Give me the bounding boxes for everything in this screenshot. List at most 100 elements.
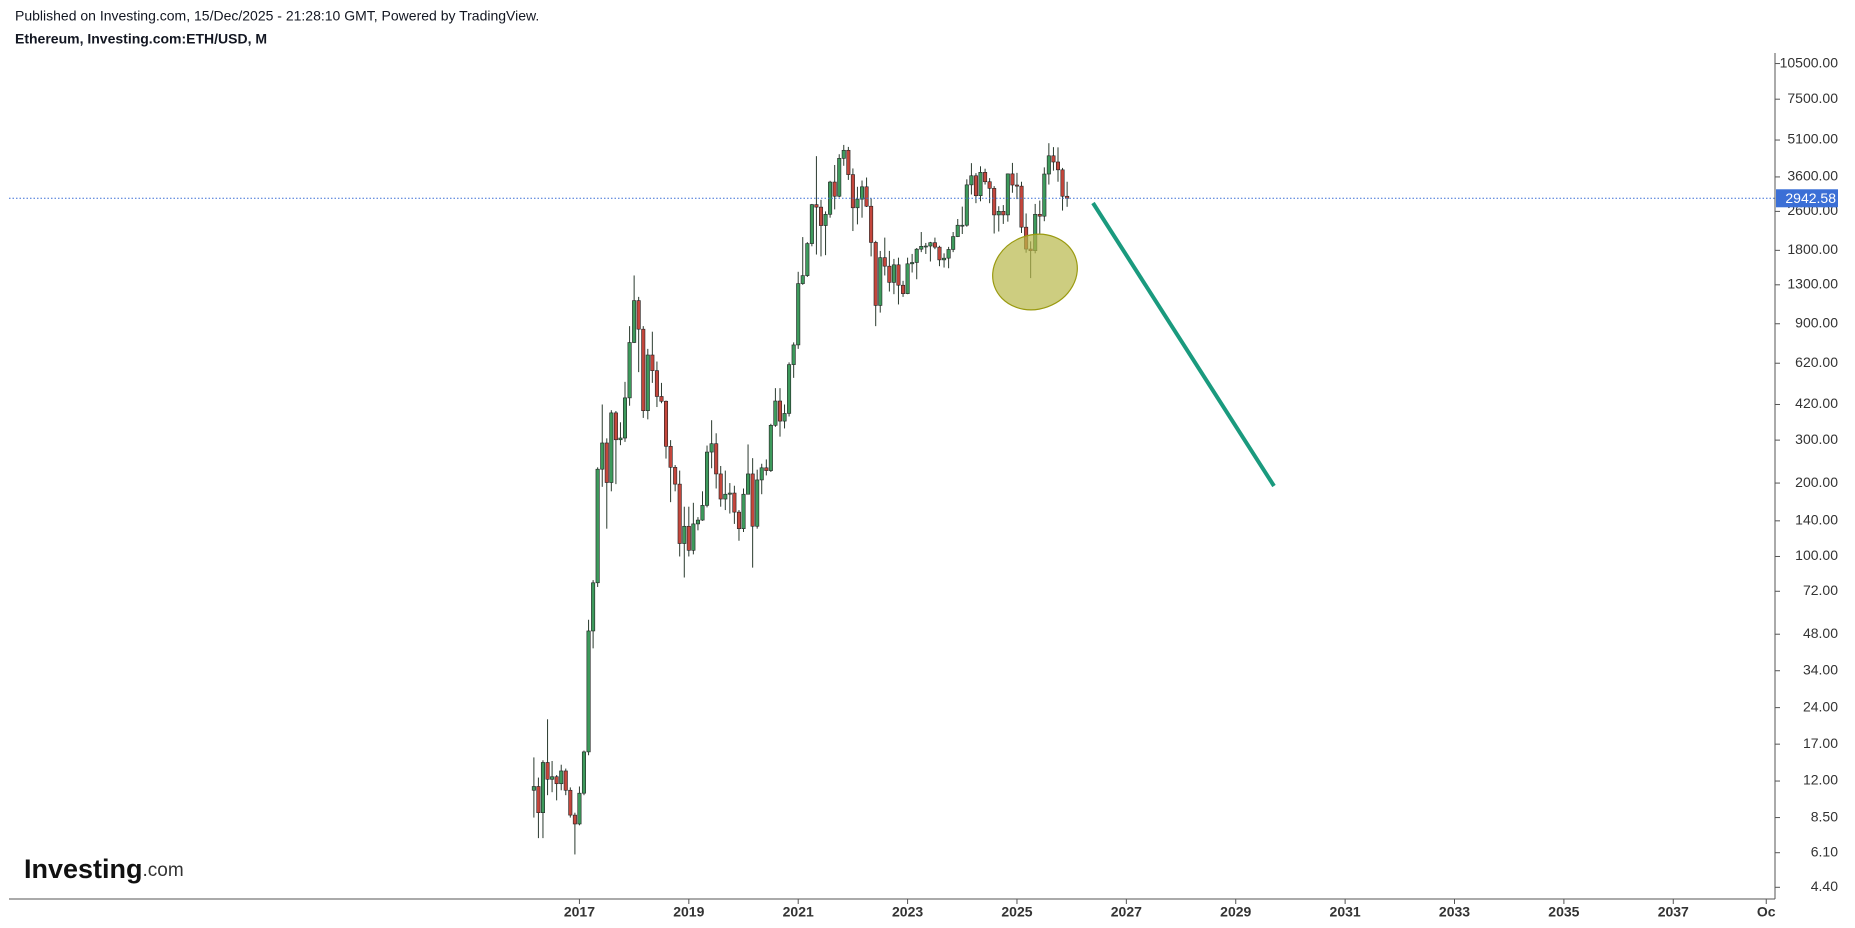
- candle-body: [746, 473, 751, 495]
- candle-body: [1051, 155, 1056, 163]
- candle-body: [741, 493, 746, 529]
- symbol-title: Ethereum, Investing.com:ETH/USD, M: [15, 31, 267, 47]
- x-tick-label: 2035: [1548, 904, 1579, 920]
- candle-body: [946, 249, 951, 259]
- candle-body: [814, 204, 819, 208]
- candle-body: [1019, 185, 1024, 228]
- x-tick-label: 2025: [1001, 904, 1032, 920]
- candle-body: [550, 776, 555, 780]
- y-tick-label: 620.00: [1795, 354, 1838, 370]
- candle-body: [1010, 173, 1015, 186]
- y-tick-label: 300.00: [1795, 431, 1838, 447]
- logo-brand: Investing: [24, 854, 143, 884]
- candle-body: [632, 300, 637, 343]
- candle-body: [636, 300, 641, 330]
- candle-body: [1001, 211, 1006, 216]
- candle-body: [668, 445, 673, 468]
- published-note: Published on Investing.com, 15/Dec/2025 …: [15, 8, 539, 24]
- candle-body: [604, 442, 609, 483]
- candle-body: [545, 762, 550, 780]
- candle-body: [563, 770, 568, 791]
- y-tick-label: 4.40: [1811, 878, 1838, 894]
- y-tick-label: 140.00: [1795, 512, 1838, 528]
- y-tick-label: 100.00: [1795, 547, 1838, 563]
- candle-body: [860, 186, 865, 200]
- candle-body: [832, 181, 837, 197]
- y-tick-label: 17.00: [1803, 735, 1838, 751]
- candle-body: [796, 283, 801, 346]
- candle-body: [586, 630, 591, 753]
- y-tick-label: 1300.00: [1787, 276, 1838, 292]
- y-tick-label: 3600.00: [1787, 168, 1838, 184]
- y-tick-label: 34.00: [1803, 661, 1838, 677]
- candle-body: [559, 770, 564, 785]
- candle-body: [841, 149, 846, 159]
- candle-body: [732, 492, 737, 513]
- candle-body: [1055, 161, 1060, 171]
- candle-body: [973, 175, 978, 197]
- candle-body: [709, 443, 714, 453]
- candle-body: [923, 245, 928, 248]
- candle-body: [969, 175, 974, 186]
- candle-body: [768, 425, 773, 471]
- y-tick-label: 900.00: [1795, 314, 1838, 330]
- candle-body: [714, 443, 719, 475]
- candle-body: [919, 246, 924, 250]
- candle-body: [723, 493, 728, 500]
- candle-body: [577, 792, 582, 825]
- highlight-ellipse: [992, 233, 1078, 311]
- y-tick-label: 72.00: [1803, 582, 1838, 598]
- candle-body: [759, 467, 764, 481]
- y-tick-label: 200.00: [1795, 474, 1838, 490]
- candle-body: [650, 354, 655, 371]
- candle-body: [764, 467, 769, 471]
- candle-body: [1042, 173, 1047, 217]
- candle-body: [581, 751, 586, 794]
- candle-body: [809, 204, 814, 244]
- candle-body: [691, 523, 696, 551]
- candle-body: [673, 467, 678, 485]
- candle-body: [819, 206, 824, 226]
- candle-body: [568, 789, 573, 816]
- plot-area: [531, 143, 1070, 855]
- candle-body: [782, 413, 787, 422]
- last-price-label: 2942.58: [1785, 190, 1836, 206]
- candle-body: [987, 181, 992, 189]
- candle-body: [750, 473, 755, 527]
- candle-body: [791, 344, 796, 365]
- candle-body: [891, 264, 896, 283]
- candle-body: [873, 242, 878, 306]
- candle-body: [1060, 169, 1065, 197]
- candle-body: [955, 224, 960, 237]
- candle-body: [850, 174, 855, 209]
- candle-body: [613, 412, 618, 441]
- x-tick-label: 2031: [1330, 904, 1361, 920]
- y-tick-label: 12.00: [1803, 772, 1838, 788]
- candle-body: [595, 468, 600, 584]
- candle-body: [869, 205, 874, 243]
- candle-body: [1005, 173, 1010, 216]
- candle-body: [682, 525, 687, 544]
- candle-body: [755, 479, 760, 527]
- candle-body: [964, 184, 969, 226]
- candle-body: [932, 242, 937, 248]
- y-tick-label: 24.00: [1803, 698, 1838, 714]
- x-tick-label: 2019: [673, 904, 704, 920]
- candle-body: [823, 213, 828, 226]
- x-tick-label: 2023: [892, 904, 923, 920]
- candle-body: [910, 262, 915, 265]
- candle-body: [928, 242, 933, 247]
- candle-body: [1046, 155, 1051, 175]
- candle-body: [914, 248, 919, 263]
- candle-body: [937, 246, 942, 261]
- x-tick-label: Oc: [1757, 904, 1776, 920]
- x-tick-label: 2021: [783, 904, 814, 920]
- candle-body: [855, 198, 860, 209]
- candle-body: [591, 582, 596, 632]
- candle-body: [600, 442, 605, 470]
- candle-body: [536, 786, 541, 813]
- candle-body: [787, 364, 792, 414]
- y-tick-label: 5100.00: [1787, 131, 1838, 147]
- candle-body: [618, 437, 623, 441]
- candle-body: [805, 243, 810, 276]
